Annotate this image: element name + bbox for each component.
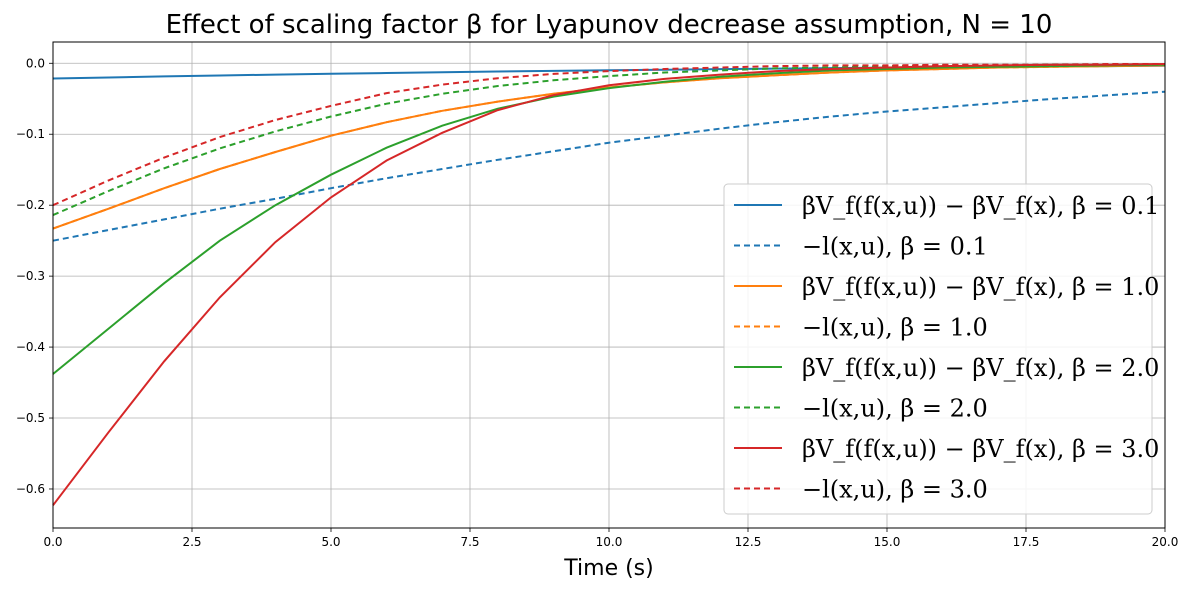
legend-label-7: −l(x,u), β = 3.0	[802, 476, 988, 504]
y-tick-label: −0.6	[16, 482, 45, 496]
x-tick-label: 17.5	[1013, 535, 1040, 549]
x-tick-label: 10.0	[596, 535, 623, 549]
legend: βV_f(f(x,u)) − βV_f(x), β = 0.1 −l(x,u), …	[723, 183, 1159, 515]
legend-box	[723, 183, 1153, 515]
x-tick-label: 20.0	[1152, 535, 1179, 549]
x-tick-label: 5.0	[321, 535, 340, 549]
chart-title: Effect of scaling factor β for Lyapunov …	[166, 10, 1053, 40]
y-axis-ticks: 0.0 −0.1 −0.2 −0.3 −0.4 −0.5 −0.6	[16, 56, 53, 496]
legend-label-3: −l(x,u), β = 1.0	[802, 314, 988, 342]
y-tick-label: 0.0	[26, 56, 45, 70]
y-tick-label: −0.3	[16, 269, 45, 283]
legend-label-6: βV_f(f(x,u)) − βV_f(x), β = 3.0	[802, 435, 1159, 463]
legend-label-4: βV_f(f(x,u)) − βV_f(x), β = 2.0	[802, 354, 1159, 382]
x-tick-label: 15.0	[874, 535, 901, 549]
series-lines	[52, 63, 1166, 506]
x-tick-label: 0.0	[43, 535, 62, 549]
x-tick-label: 12.5	[735, 535, 762, 549]
y-tick-label: −0.2	[16, 198, 45, 212]
series-line-4	[52, 63, 1166, 375]
x-axis-label: Time (s)	[563, 556, 653, 581]
y-tick-label: −0.1	[16, 127, 45, 141]
legend-label-1: −l(x,u), β = 0.1	[802, 233, 988, 261]
series-line-1	[52, 90, 1166, 242]
x-tick-label: 7.5	[460, 535, 479, 549]
legend-label-2: βV_f(f(x,u)) − βV_f(x), β = 1.0	[802, 273, 1159, 301]
x-axis-ticks: 0.0 2.5 5.0 7.5 10.0 12.5 15.0 17.5 20.0	[43, 528, 1178, 549]
y-tick-label: −0.5	[16, 411, 45, 425]
legend-label-0: βV_f(f(x,u)) − βV_f(x), β = 0.1	[802, 192, 1159, 220]
series-line-6	[52, 63, 1166, 506]
y-tick-label: −0.4	[16, 340, 45, 354]
x-tick-label: 2.5	[182, 535, 201, 549]
legend-label-5: −l(x,u), β = 2.0	[802, 395, 988, 423]
